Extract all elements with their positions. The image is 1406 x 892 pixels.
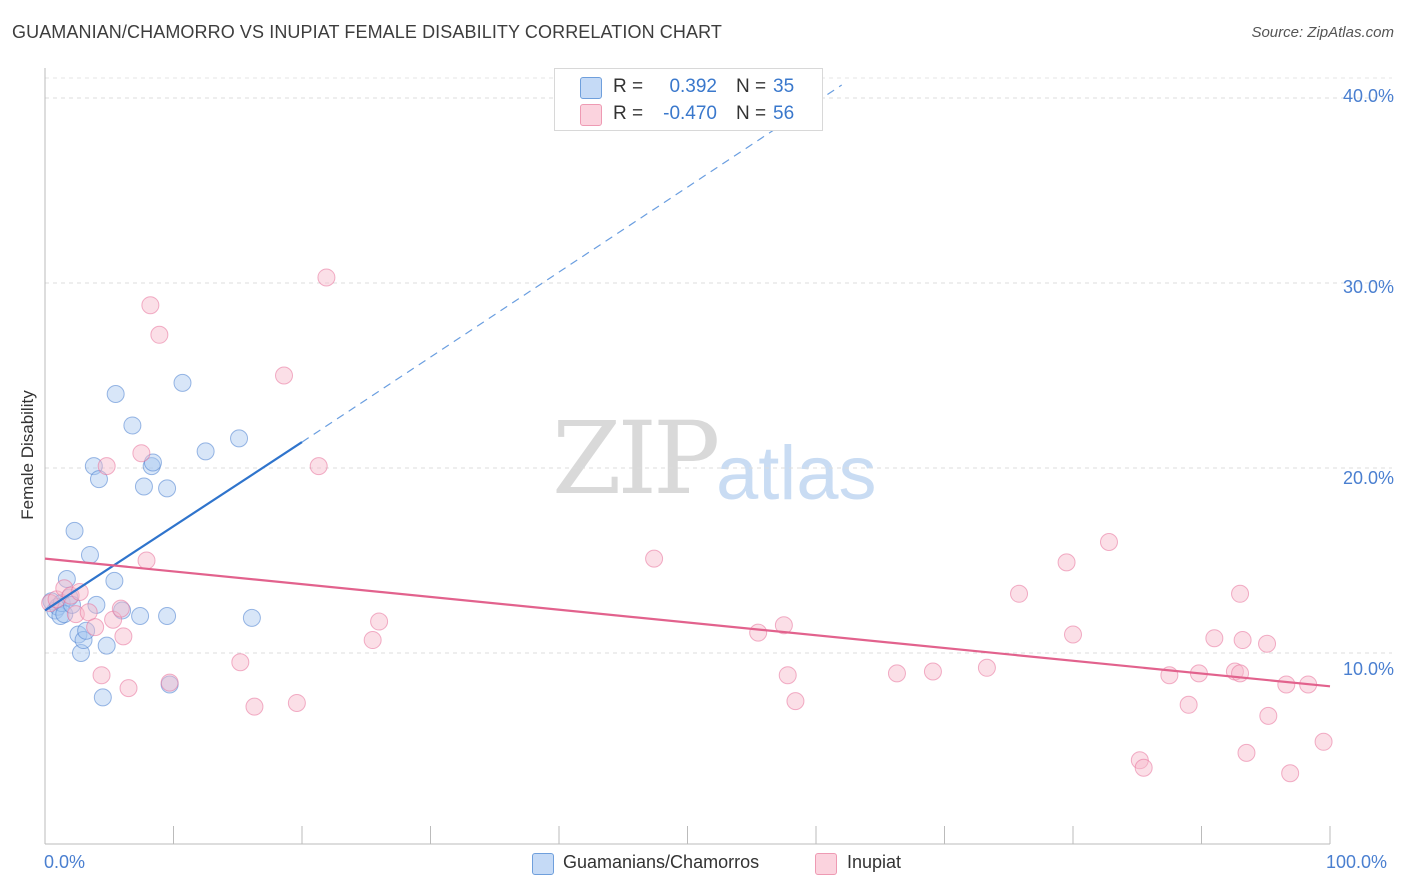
inupiat-swatch bbox=[580, 104, 602, 126]
inupiat-point bbox=[1277, 675, 1296, 694]
guamanian-point bbox=[196, 442, 215, 461]
guamanian-point bbox=[242, 608, 261, 627]
inupiat-point bbox=[317, 268, 336, 287]
r-value: 0.392 bbox=[669, 76, 717, 97]
inupiat-point bbox=[150, 325, 169, 344]
inupiat-point bbox=[1231, 664, 1250, 683]
n-value: 35 bbox=[773, 76, 795, 97]
guamanian-point bbox=[158, 607, 177, 625]
inupiat-point bbox=[977, 658, 996, 677]
inupiat-point bbox=[86, 618, 105, 637]
y-tick-label: 10.0% bbox=[1342, 659, 1394, 679]
inupiat-point bbox=[111, 599, 130, 618]
inupiat-point bbox=[645, 549, 664, 568]
legend-inupiat-label: Inupiat bbox=[847, 852, 902, 872]
guamanian-point bbox=[97, 636, 116, 655]
source-label: Source: ZipAtlas.com bbox=[1251, 24, 1394, 41]
y-tick-label: 40.0% bbox=[1342, 86, 1394, 106]
inupiat-point bbox=[1259, 706, 1278, 725]
inupiat-point bbox=[97, 457, 116, 476]
legend-inupiat-swatch bbox=[815, 853, 837, 875]
inupiat-point bbox=[1233, 631, 1252, 650]
guamanian-point bbox=[173, 373, 192, 392]
inupiat-point bbox=[786, 692, 805, 711]
inupiat-point bbox=[749, 623, 768, 642]
inupiat-point bbox=[887, 664, 906, 683]
inupiat-point bbox=[231, 653, 250, 672]
x-tick-label: 0.0% bbox=[44, 852, 86, 872]
guamanian-trend-line bbox=[44, 441, 303, 612]
n-label: N = bbox=[736, 103, 767, 124]
guamanian-point bbox=[93, 688, 112, 707]
inupiat-point bbox=[778, 666, 797, 685]
guamanian-trend-extension bbox=[301, 84, 843, 443]
n-value: 56 bbox=[773, 103, 795, 124]
inupiat-point bbox=[309, 457, 328, 476]
inupiat-point bbox=[1258, 634, 1277, 653]
guamanian-swatch bbox=[580, 77, 602, 99]
inupiat-point bbox=[132, 444, 151, 463]
inupiat-point bbox=[1281, 764, 1300, 783]
inupiat-point bbox=[1134, 758, 1153, 777]
y-tick-label: 20.0% bbox=[1342, 468, 1394, 488]
r-label: R = bbox=[613, 103, 644, 124]
r-value: -0.470 bbox=[663, 103, 717, 124]
r-label: R = bbox=[613, 76, 644, 97]
legend-guamanian-label: Guamanians/Chamorros bbox=[563, 852, 760, 872]
inupiat-point bbox=[114, 627, 133, 646]
inupiat-point bbox=[923, 662, 942, 681]
watermark-atlas: atlas bbox=[716, 431, 877, 516]
guamanian-point bbox=[230, 429, 249, 448]
inupiat-trend-line bbox=[44, 557, 1331, 688]
inupiat-point bbox=[141, 296, 160, 315]
inupiat-point bbox=[774, 616, 793, 635]
inupiat-point bbox=[287, 693, 306, 712]
inupiat-point bbox=[160, 673, 179, 692]
inupiat-point bbox=[1179, 695, 1198, 714]
inupiat-point bbox=[92, 666, 111, 685]
x-tick-label: 100.0% bbox=[1326, 852, 1388, 872]
guamanian-point bbox=[105, 571, 124, 590]
inupiat-point bbox=[1205, 629, 1224, 648]
guamanian-point bbox=[87, 595, 106, 614]
guamanian-point bbox=[80, 545, 99, 564]
legend-guamanian-swatch bbox=[532, 853, 554, 875]
guamanian-point bbox=[158, 479, 177, 498]
y-tick-label: 30.0% bbox=[1342, 277, 1394, 297]
inupiat-point bbox=[1057, 553, 1076, 572]
guamanian-point bbox=[131, 607, 150, 625]
watermark-zip: ZIP bbox=[552, 400, 720, 517]
inupiat-point bbox=[1099, 533, 1118, 551]
inupiat-point bbox=[370, 612, 389, 631]
guamanian-point bbox=[123, 416, 142, 435]
guamanian-point bbox=[134, 477, 153, 496]
n-label: N = bbox=[736, 76, 767, 97]
guamanian-point bbox=[106, 385, 125, 403]
inupiat-point bbox=[1010, 584, 1029, 603]
chart-title: GUAMANIAN/CHAMORRO VS INUPIAT FEMALE DIS… bbox=[12, 22, 722, 42]
inupiat-point bbox=[1314, 732, 1333, 751]
inupiat-point bbox=[70, 582, 89, 601]
inupiat-point bbox=[1237, 743, 1256, 762]
inupiat-point bbox=[1064, 625, 1082, 644]
guamanian-point bbox=[65, 521, 84, 540]
inupiat-point bbox=[275, 366, 294, 385]
guamanian-point bbox=[77, 621, 96, 640]
inupiat-point bbox=[1231, 584, 1250, 603]
y-axis-label: Female Disability bbox=[18, 390, 37, 520]
inupiat-point bbox=[245, 697, 264, 716]
inupiat-point bbox=[363, 631, 382, 650]
inupiat-point bbox=[119, 679, 138, 698]
correlation-legend: R = 0.392 N = 35 R = -0.470 N = 56 bbox=[554, 68, 823, 131]
inupiat-point bbox=[137, 551, 156, 570]
